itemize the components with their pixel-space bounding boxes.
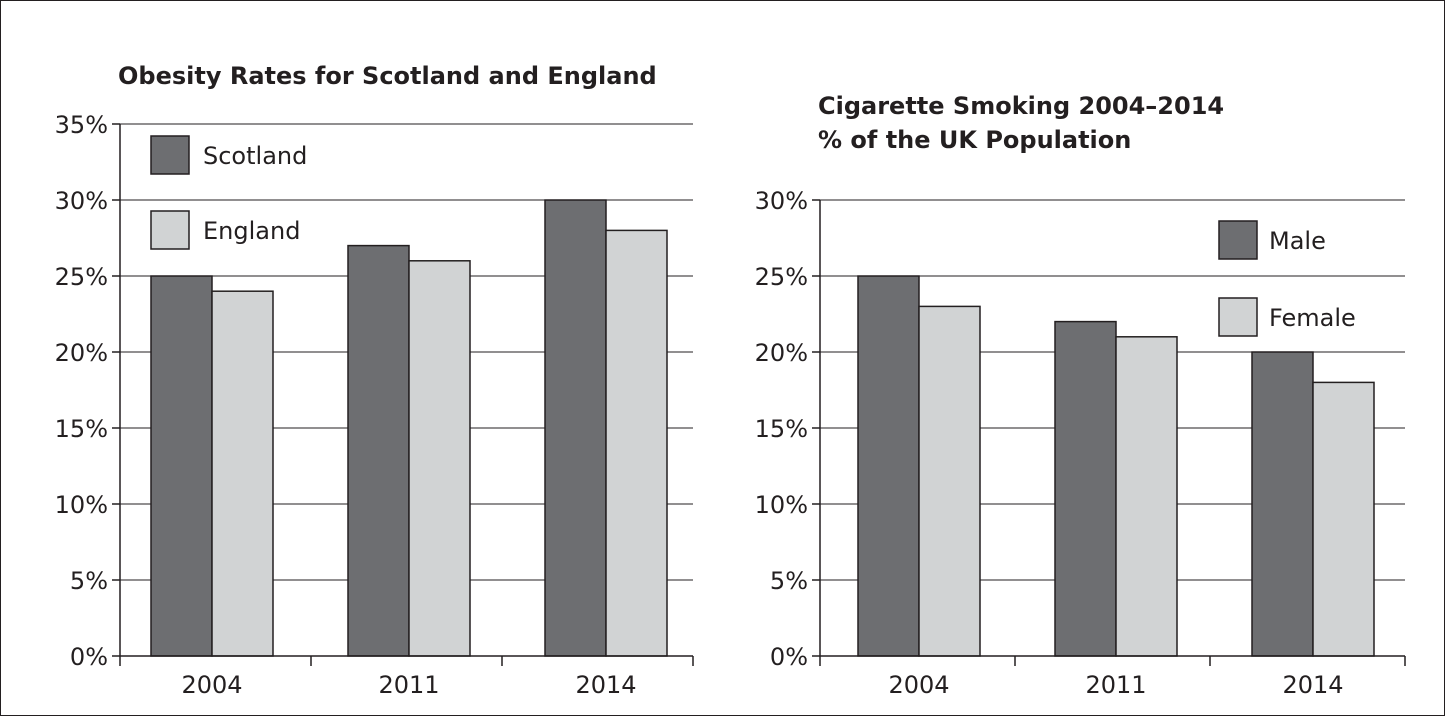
smoking-chart: 0% 5% 10% 15% 20% 25% 30% 2004 2011 2014 Male Femal… bbox=[755, 187, 1406, 699]
bar-female-2011 bbox=[1115, 336, 1178, 657]
bar-female-2004 bbox=[918, 305, 981, 657]
x-tick-label: 2004 bbox=[181, 671, 242, 699]
y-tick-label: 0% bbox=[70, 643, 108, 671]
y-tick-label: 5% bbox=[770, 567, 808, 595]
chart-2-title: Cigarette Smoking 2004–2014 bbox=[818, 92, 1225, 120]
legend-label-male: Male bbox=[1269, 227, 1326, 255]
y-tick-label: 20% bbox=[55, 339, 108, 367]
bar-male-2004 bbox=[857, 275, 920, 657]
x-tick-label: 2014 bbox=[1282, 671, 1343, 699]
y-tick-label: 30% bbox=[755, 187, 808, 215]
legend-swatch-female bbox=[1218, 297, 1258, 337]
obesity-chart: 0% 5% 10% 15% 20% 25% 30% 35% 2004 2011 2014 Scotla… bbox=[55, 111, 694, 699]
legend-swatch-male bbox=[1218, 220, 1258, 260]
x-tick-label: 2014 bbox=[575, 671, 636, 699]
legend-label-england: England bbox=[203, 217, 300, 245]
bar-scotland-2004 bbox=[150, 275, 213, 657]
x-tick-label: 2011 bbox=[378, 671, 439, 699]
bar-male-2014 bbox=[1251, 351, 1314, 657]
chart-2-subtitle: % of the UK Population bbox=[818, 126, 1132, 154]
y-tick-label: 20% bbox=[755, 339, 808, 367]
y-tick-label: 10% bbox=[55, 491, 108, 519]
y-tick-label: 25% bbox=[55, 263, 108, 291]
y-tick-label: 15% bbox=[55, 415, 108, 443]
bar-scotland-2014 bbox=[544, 199, 607, 657]
legend-label-scotland: Scotland bbox=[203, 142, 307, 170]
bar-england-2011 bbox=[408, 260, 471, 657]
bar-male-2011 bbox=[1054, 320, 1117, 657]
bar-england-2014 bbox=[605, 229, 668, 657]
y-tick-label: 5% bbox=[70, 567, 108, 595]
legend-label-female: Female bbox=[1269, 304, 1356, 332]
y-tick-label: 25% bbox=[755, 263, 808, 291]
chart-1-title: Obesity Rates for Scotland and England bbox=[118, 62, 657, 90]
x-tick-label: 2011 bbox=[1085, 671, 1146, 699]
y-tick-label: 30% bbox=[55, 187, 108, 215]
x-tick-label: 2004 bbox=[888, 671, 949, 699]
y-tick-label: 0% bbox=[770, 643, 808, 671]
bar-scotland-2011 bbox=[347, 244, 410, 657]
y-tick-label: 10% bbox=[755, 491, 808, 519]
bar-female-2014 bbox=[1312, 381, 1375, 657]
legend-swatch-scotland bbox=[150, 135, 190, 175]
y-tick-label: 15% bbox=[755, 415, 808, 443]
bar-england-2004 bbox=[211, 290, 274, 657]
legend-swatch-england bbox=[150, 210, 190, 250]
y-tick-label: 35% bbox=[55, 111, 108, 139]
